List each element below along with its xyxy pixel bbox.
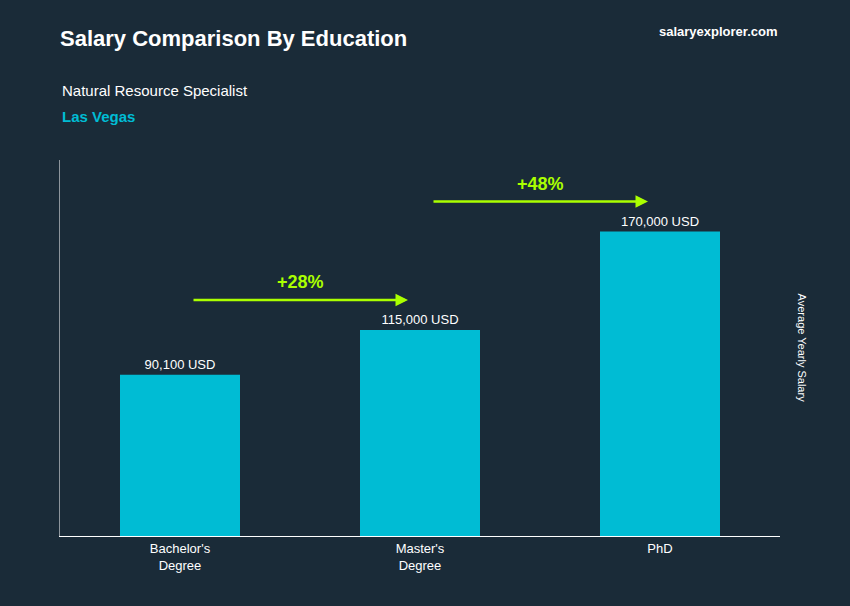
svg-text:170,000 USD: 170,000 USD	[621, 214, 699, 229]
svg-text:90,100 USD: 90,100 USD	[145, 357, 216, 372]
svg-text:Average Yearly Salary: Average Yearly Salary	[796, 294, 808, 403]
svg-text:+48%: +48%	[517, 174, 564, 194]
svg-text:Master'sDegree: Master'sDegree	[396, 541, 445, 573]
svg-text:Las Vegas: Las Vegas	[62, 108, 135, 125]
svg-text:salaryexplorer.com: salaryexplorer.com	[659, 24, 778, 39]
svg-text:PhD: PhD	[647, 541, 672, 556]
svg-text:Bachelor'sDegree: Bachelor'sDegree	[150, 541, 211, 573]
svg-text:115,000 USD: 115,000 USD	[381, 312, 458, 327]
svg-text:Natural Resource Specialist: Natural Resource Specialist	[62, 82, 248, 99]
svg-text:+28%: +28%	[277, 272, 324, 292]
svg-text:Salary Comparison By Education: Salary Comparison By Education	[60, 26, 407, 51]
